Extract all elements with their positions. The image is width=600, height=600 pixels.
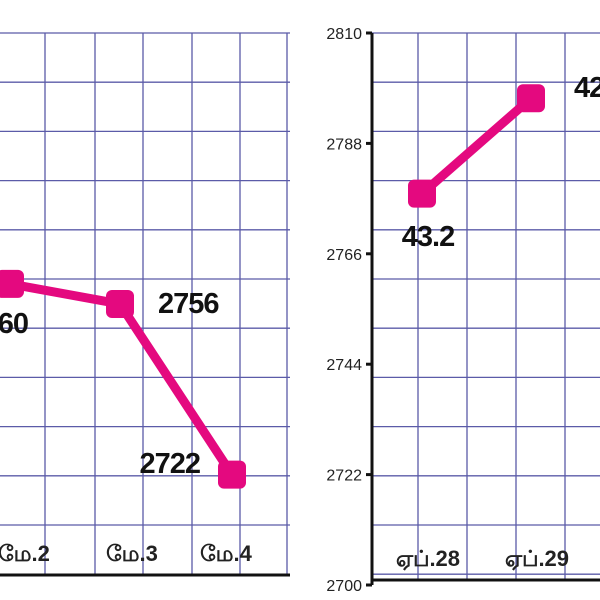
x-tick-label: ஏப்.29 [505,546,569,571]
marks: மே.2 மே.3 மே.4 2760 2756 2722 2700 2722 2744 2766… [0,26,600,595]
marker [106,289,134,318]
y-tick-label: 2700 [326,578,362,595]
y-tick-label: 2722 [326,468,362,485]
x-tick-label: மே.4 [200,541,252,566]
y-tick-label: 2810 [326,26,362,43]
marker [0,269,24,298]
y-tick-label: 2744 [326,357,362,374]
line [419,94,534,197]
annotation: 43.2 [402,221,454,253]
y-tick-label: 2788 [326,136,362,153]
x-tick-label: மே.2 [0,541,50,566]
data-label: 2722 [139,448,200,480]
marker [218,460,246,489]
y-tick-label: 2766 [326,247,362,264]
data-label: 2756 [158,288,219,320]
annotation: 42 [574,72,600,104]
data-label: 2760 [0,308,28,340]
gap [290,0,302,600]
marker [408,179,436,208]
x-tick-label: ஏப்.28 [396,546,460,571]
x-tick-label: மே.3 [106,541,158,566]
marker [517,84,545,113]
